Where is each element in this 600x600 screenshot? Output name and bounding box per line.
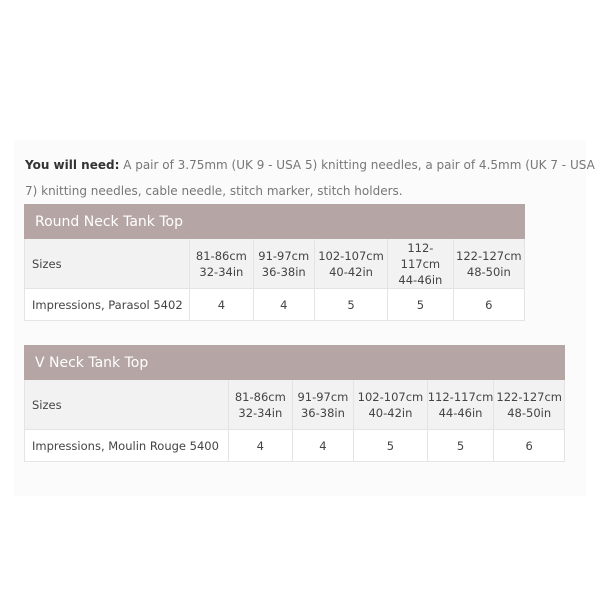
sizes-label: Sizes (23, 379, 230, 430)
size-in: 48-50in (466, 264, 511, 279)
sizes-row: Sizes 81-86cm 32-34in 91-97cm 36-38in 102-107… (23, 379, 565, 430)
ball-count: 4 (189, 288, 254, 321)
requirements-text: You will need: A pair of 3.75mm (UK 9 - … (25, 152, 595, 204)
size-cm: 91-97cm (258, 248, 310, 263)
size-cell: 112-117cm 44-46in (387, 238, 454, 289)
ball-count: 6 (452, 288, 526, 321)
size-cm: 81-86cm (234, 389, 286, 404)
requirements-body: A pair of 3.75mm (UK 9 - USA 5) knitting… (25, 158, 595, 198)
size-in: 48-50in (507, 405, 552, 420)
size-cell: 122-127cm 48-50in (452, 238, 526, 289)
ball-count: 5 (313, 288, 389, 321)
round-neck-table: Round Neck Tank Top Sizes 81-86cm 32-34in 91… (23, 204, 526, 321)
ball-count: 6 (493, 429, 565, 462)
size-cell: 102-107cm 40-42in (313, 238, 389, 289)
ball-count: 5 (353, 429, 428, 462)
size-cell: 91-97cm 36-38in (291, 379, 355, 430)
size-in: 32-34in (238, 405, 283, 420)
size-cm: 102-107cm (357, 389, 424, 404)
ball-count: 5 (387, 288, 454, 321)
requirements-label: You will need: (25, 158, 120, 172)
sizes-label: Sizes (23, 238, 191, 289)
size-cm: 112-117cm (427, 389, 494, 404)
size-in: 40-42in (368, 405, 413, 420)
table-row: Impressions, Parasol 5402 4 4 5 5 6 (23, 288, 526, 321)
table-title: Round Neck Tank Top (24, 204, 525, 239)
table-row: Impressions, Moulin Rouge 5400 4 4 5 5 6 (23, 429, 565, 462)
size-cm: 91-97cm (297, 389, 349, 404)
size-cm: 122-127cm (456, 248, 522, 263)
yarn-name: Impressions, Parasol 5402 (23, 288, 191, 321)
sizes-row: Sizes 81-86cm 32-34in 91-97cm 36-38in 102-107… (23, 238, 526, 289)
table-title: V Neck Tank Top (24, 345, 565, 380)
size-in: 44-46in (438, 405, 483, 420)
size-cell: 122-127cm 48-50in (493, 379, 565, 430)
size-in: 40-42in (329, 264, 373, 279)
ball-count: 4 (252, 288, 315, 321)
ball-count: 4 (228, 429, 293, 462)
size-cm: 122-127cm (496, 389, 562, 404)
size-cell: 91-97cm 36-38in (252, 238, 315, 289)
size-cell: 81-86cm 32-34in (228, 379, 293, 430)
yarn-name: Impressions, Moulin Rouge 5400 (23, 429, 230, 462)
size-in: 36-38in (261, 264, 306, 279)
size-cell: 112-117cm 44-46in (426, 379, 495, 430)
size-cm: 102-107cm (318, 248, 384, 263)
ball-count: 5 (426, 429, 495, 462)
size-cell: 102-107cm 40-42in (353, 379, 428, 430)
size-in: 36-38in (300, 405, 345, 420)
size-in: 44-46in (398, 272, 443, 287)
size-cm: 112-117cm (400, 240, 441, 271)
size-in: 32-34in (199, 264, 244, 279)
v-neck-table: V Neck Tank Top Sizes 81-86cm 32-34in 91-97c… (23, 345, 565, 462)
ball-count: 4 (291, 429, 355, 462)
size-cm: 81-86cm (195, 248, 247, 263)
size-cell: 81-86cm 32-34in (189, 238, 254, 289)
